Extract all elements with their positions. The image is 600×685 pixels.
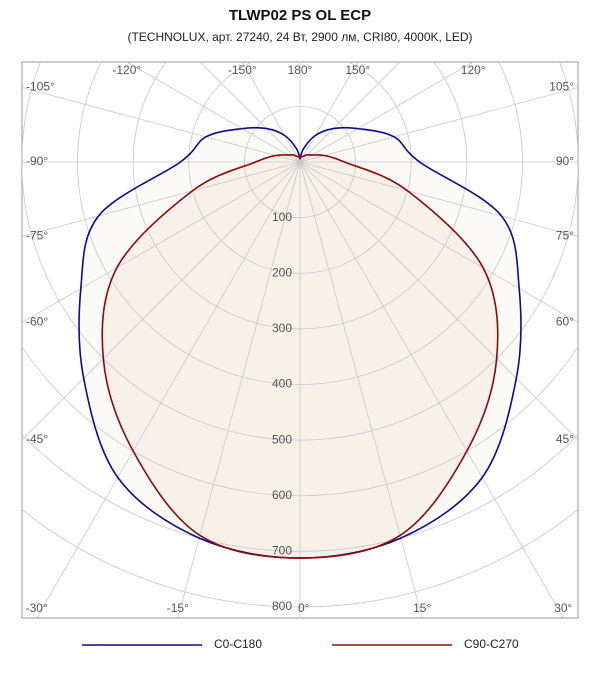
r-tick-label: 500 — [272, 432, 292, 446]
angle-tick-label: -150° — [228, 63, 257, 77]
angle-tick-label: 90° — [556, 154, 574, 168]
angle-tick-label: -45° — [26, 432, 48, 446]
curves — [78, 126, 522, 559]
angle-tick-label: -60° — [26, 315, 48, 329]
legend-label: C90-C270 — [464, 637, 519, 651]
angle-tick-label: 0° — [298, 601, 310, 615]
grid-spoke — [36, 161, 301, 618]
chart-title: TLWP02 PS OL ECP — [229, 7, 371, 24]
angle-tick-label: 30° — [554, 601, 572, 615]
grid-spoke — [299, 161, 578, 237]
angle-tick-label: -105° — [26, 80, 55, 94]
grid-spoke — [22, 161, 301, 237]
r-tick-label: 600 — [272, 488, 292, 502]
angle-tick-label: -90° — [26, 154, 48, 168]
angle-tick-label: -15° — [167, 601, 189, 615]
grid-spoke — [126, 62, 301, 163]
grid-spoke — [299, 161, 578, 441]
grid-spoke — [299, 87, 578, 163]
grid-spoke — [299, 62, 359, 163]
grid-spoke — [22, 161, 301, 323]
angle-tick-label: 60° — [556, 315, 574, 329]
grid-spoke — [241, 62, 301, 163]
r-tick-label: 700 — [272, 544, 292, 558]
angle-tick-label: 105° — [549, 80, 574, 94]
angle-tick-label: 150° — [345, 63, 370, 77]
angle-tick-label: 120° — [461, 63, 486, 77]
grid-spoke — [299, 161, 423, 618]
grid-spoke — [299, 161, 578, 323]
grid-spoke — [177, 161, 301, 618]
grid — [22, 62, 578, 618]
r-tick-label: 400 — [272, 377, 292, 391]
grid-spoke — [299, 161, 564, 618]
angle-tick-label: 45° — [556, 432, 574, 446]
legend-label: C0-C180 — [214, 637, 262, 651]
angle-tick-label: -30° — [26, 601, 48, 615]
angle-tick-label: -75° — [26, 229, 48, 243]
angle-tick-label: 75° — [556, 229, 574, 243]
grid-spoke — [22, 87, 301, 163]
r-tick-label: 800 — [272, 599, 292, 613]
r-tick-label: 200 — [272, 265, 292, 279]
grid-spoke — [299, 62, 474, 163]
angle-tick-label: 180° — [288, 63, 313, 77]
r-tick-label: 300 — [272, 321, 292, 335]
r-tick-label: 100 — [272, 210, 292, 224]
grid-spoke — [22, 161, 301, 441]
angle-tick-label: 15° — [413, 601, 431, 615]
series-line — [101, 154, 499, 559]
labels: 100 200 300 400 500 600 700 800 180° -150° -120° -1… — [26, 63, 575, 615]
chart-subtitle: (TECHNOLUX, арт. 27240, 24 Вт, 2900 лм, … — [127, 30, 472, 44]
angle-tick-label: -120° — [112, 63, 141, 77]
